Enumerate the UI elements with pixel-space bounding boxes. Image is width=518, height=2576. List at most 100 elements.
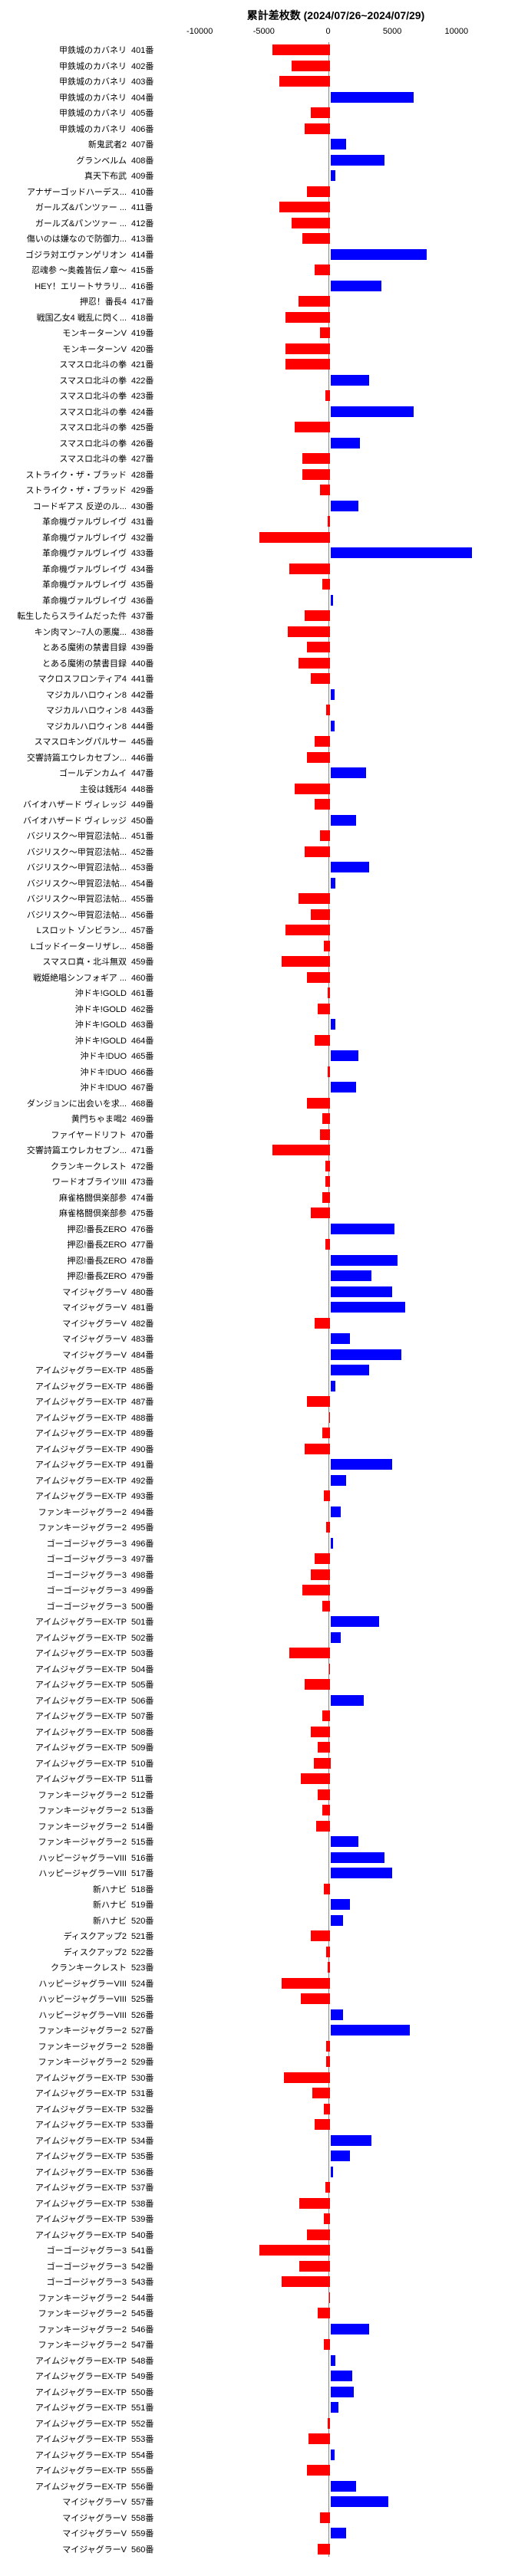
bar-area	[163, 2164, 497, 2180]
table-row: 押忍!番長ZERO479番	[8, 1268, 510, 1284]
bar-area	[163, 74, 497, 90]
row-label: ゴーゴージャグラー3	[8, 2275, 129, 2288]
table-row: ファンキージャグラー2495番	[8, 1520, 510, 1536]
row-number: 558番	[129, 2512, 163, 2524]
bar-area	[163, 734, 497, 750]
table-row: アイムジャグラーEX-TP489番	[8, 1425, 510, 1441]
row-number: 479番	[129, 1270, 163, 1282]
row-number: 468番	[129, 1097, 163, 1109]
row-number: 456番	[129, 909, 163, 921]
bar	[331, 1365, 369, 1375]
row-label: アイムジャグラーEX-TP	[8, 1364, 129, 1376]
row-number: 448番	[129, 783, 163, 795]
bar	[305, 1679, 330, 1690]
bar	[331, 2371, 352, 2381]
bar	[325, 1161, 331, 1171]
table-row: アイムジャグラーEX-TP538番	[8, 2196, 510, 2212]
row-number: 488番	[129, 1411, 163, 1424]
row-label: ファンキージャグラー2	[8, 1835, 129, 1848]
row-label: マイジャグラーV	[8, 2527, 129, 2539]
bar-area	[163, 2227, 497, 2243]
row-label: アイムジャグラーEX-TP	[8, 2134, 129, 2147]
bar-area	[163, 970, 497, 986]
row-number: 470番	[129, 1129, 163, 1141]
row-label: スマスロ北斗の拳	[8, 358, 129, 370]
bar	[307, 972, 330, 983]
bar	[331, 2528, 346, 2538]
row-number: 511番	[129, 1773, 163, 1785]
table-row: ハッピージャグラーVIII516番	[8, 1850, 510, 1866]
table-row: クランキークレスト523番	[8, 1960, 510, 1976]
bar	[328, 987, 330, 998]
table-row: マジカルハロウィン8444番	[8, 718, 510, 734]
bar-area	[163, 985, 497, 1001]
bar	[284, 2072, 330, 2083]
row-label: バイオハザード ヴィレッジ	[8, 798, 129, 810]
bar-area	[163, 1300, 497, 1316]
chart-rows: 甲鉄城のカバネリ401番甲鉄城のカバネリ402番甲鉄城のカバネリ403番甲鉄城の…	[8, 42, 510, 2557]
table-row: 新鬼武者2407番	[8, 136, 510, 153]
row-number: 438番	[129, 626, 163, 638]
bar-area	[163, 639, 497, 656]
row-label: アイムジャグラーEX-TP	[8, 1678, 129, 1691]
row-label: ファンキージャグラー2	[8, 2307, 129, 2319]
table-row: バジリスク〜甲賀忍法帖...456番	[8, 907, 510, 923]
table-row: 革命機ヴァルヴレイヴ436番	[8, 593, 510, 609]
row-number: 464番	[129, 1034, 163, 1046]
row-number: 498番	[129, 1569, 163, 1581]
row-label: アイムジャグラーEX-TP	[8, 1474, 129, 1487]
bar-area	[163, 1897, 497, 1913]
table-row: 真天下布武409番	[8, 168, 510, 184]
table-row: 新ハナビ518番	[8, 1881, 510, 1898]
row-number: 410番	[129, 186, 163, 198]
bar-area	[163, 1111, 497, 1127]
bar-area	[163, 1048, 497, 1064]
bar	[325, 1176, 331, 1187]
row-number: 504番	[129, 1663, 163, 1675]
row-label: 戦国乙女4 戦乱に閃く...	[8, 311, 129, 324]
bar	[259, 2245, 330, 2256]
row-number: 514番	[129, 1820, 163, 1832]
bar	[325, 1239, 331, 1250]
table-row: ゴーゴージャグラー3496番	[8, 1536, 510, 1552]
row-number: 461番	[129, 987, 163, 999]
row-number: 492番	[129, 1474, 163, 1487]
bar	[326, 2041, 330, 2052]
row-number: 406番	[129, 123, 163, 135]
bar	[315, 799, 330, 810]
row-label: バジリスク〜甲賀忍法帖...	[8, 846, 129, 858]
row-label: 主役は銭形4	[8, 783, 129, 795]
row-number: 550番	[129, 2386, 163, 2398]
table-row: 傷いのは嫌なので防御力...413番	[8, 231, 510, 247]
bar	[331, 92, 414, 103]
axis-tick: 10000	[445, 27, 469, 36]
table-row: アイムジャグラーEX-TP490番	[8, 1441, 510, 1457]
row-number: 439番	[129, 641, 163, 653]
row-number: 411番	[129, 201, 163, 213]
bar-area	[163, 153, 497, 169]
bar-area	[163, 1834, 497, 1850]
row-number: 552番	[129, 2417, 163, 2430]
table-row: マイジャグラーV480番	[8, 1284, 510, 1300]
row-number: 547番	[129, 2338, 163, 2351]
bar	[322, 579, 330, 590]
table-row: アイムジャグラーEX-TP509番	[8, 1740, 510, 1756]
row-label: アイムジャグラーEX-TP	[8, 1741, 129, 1753]
bar	[315, 264, 330, 275]
bar	[331, 1868, 392, 1878]
table-row: ファンキージャグラー2546番	[8, 2321, 510, 2338]
row-number: 482番	[129, 1317, 163, 1329]
row-number: 515番	[129, 1835, 163, 1848]
bar-area	[163, 1127, 497, 1143]
bar	[320, 830, 330, 841]
row-number: 416番	[129, 280, 163, 292]
bar-area	[163, 2337, 497, 2353]
table-row: 新ハナビ520番	[8, 1913, 510, 1929]
bar	[331, 249, 427, 260]
row-label: アイムジャグラーEX-TP	[8, 2401, 129, 2413]
bar	[324, 941, 330, 951]
bar	[322, 1192, 330, 1203]
bar-area	[163, 2133, 497, 2149]
bar-area	[163, 1865, 497, 1881]
row-number: 463番	[129, 1018, 163, 1030]
